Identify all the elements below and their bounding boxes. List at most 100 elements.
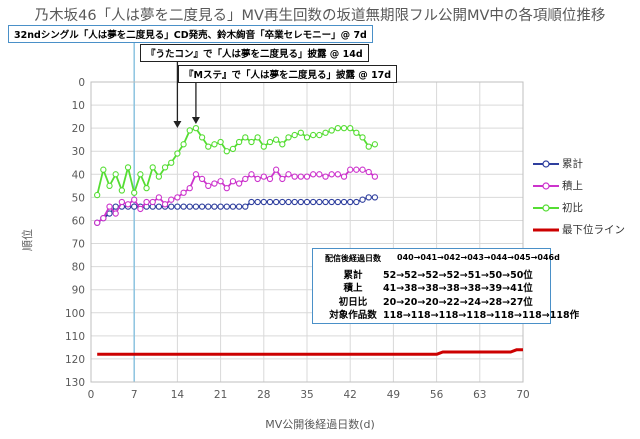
- data-point: [316, 171, 323, 178]
- data-point: [223, 148, 230, 155]
- data-point: [285, 171, 292, 178]
- data-point: [291, 173, 298, 180]
- data-point: [205, 143, 212, 150]
- y-tick-label: 120: [65, 354, 85, 366]
- x-tick-label: 14: [171, 389, 185, 401]
- data-point: [310, 171, 317, 178]
- x-tick-label: 7: [131, 389, 138, 401]
- data-point: [310, 198, 317, 206]
- annotation-cd-release: 32ndシングル「人は夢を二度見る」CD発売、鈴木絢音「卒業セレモニー」@ 7d: [8, 25, 373, 43]
- data-point: [198, 175, 206, 183]
- summary-table: 配信後経過日数 040→041→042→043→044→045→046d 累計 …: [312, 248, 579, 324]
- series-stacked: [94, 166, 379, 226]
- data-point: [168, 203, 175, 210]
- data-point: [242, 203, 249, 210]
- data-point: [137, 205, 144, 213]
- data-point: [328, 171, 335, 178]
- table-row: 対象作品数 118→118→118→118→118→118→118作: [313, 307, 579, 321]
- data-point: [334, 171, 342, 178]
- data-point: [155, 173, 163, 180]
- data-point: [340, 125, 348, 132]
- data-point: [297, 198, 304, 206]
- table-row-label: 配信後経過日数: [325, 254, 381, 263]
- table-row-label: 初日比: [338, 297, 368, 308]
- data-point: [112, 171, 119, 178]
- data-point: [353, 198, 360, 206]
- data-point: [260, 173, 267, 180]
- data-point: [353, 129, 360, 136]
- data-point: [106, 203, 113, 210]
- data-point: [106, 210, 113, 217]
- data-point: [186, 185, 193, 192]
- y-tick-label: 20: [72, 123, 85, 135]
- y-tick-label: 60: [72, 215, 85, 227]
- legend-label-cumulative: 累計: [562, 158, 583, 170]
- data-point: [229, 203, 237, 210]
- data-point: [198, 134, 206, 141]
- data-point: [347, 166, 354, 173]
- series-first-ratio: [94, 125, 379, 199]
- data-point: [279, 141, 286, 148]
- table-row: 累計 52→52→52→52→51→50→50位: [313, 267, 550, 281]
- data-point: [180, 141, 187, 148]
- data-point: [149, 198, 156, 206]
- data-point: [149, 164, 156, 171]
- data-point: [205, 182, 212, 189]
- data-point: [322, 198, 329, 206]
- series-line: [96, 127, 376, 196]
- data-point: [223, 203, 230, 210]
- data-point: [266, 138, 274, 146]
- data-point: [322, 173, 329, 180]
- data-point: [279, 175, 286, 183]
- data-point: [291, 198, 298, 206]
- legend-item-bottom-line: 最下位ライン: [533, 222, 625, 237]
- legend-item-first-ratio: 初比: [533, 200, 583, 215]
- data-point: [168, 159, 175, 166]
- y-tick-label: 90: [72, 285, 85, 297]
- data-point: [260, 198, 267, 206]
- data-point: [272, 198, 280, 206]
- data-point: [347, 125, 354, 132]
- data-point: [94, 191, 101, 199]
- table-row-label: 積上: [343, 283, 363, 294]
- y-tick-label: 100: [65, 308, 85, 320]
- data-point: [303, 134, 311, 141]
- data-point: [242, 134, 249, 141]
- table-row-label: 対象作品数: [329, 310, 377, 321]
- data-point: [310, 131, 317, 139]
- data-point: [371, 173, 379, 180]
- data-point: [260, 143, 267, 150]
- series-line: [96, 168, 376, 224]
- y-tick-label: 0: [78, 77, 85, 89]
- table-row-value: 118→118→118→118→118→118→118作: [383, 310, 580, 321]
- data-point: [192, 125, 200, 132]
- x-tick-label: 70: [516, 389, 529, 401]
- data-point: [365, 143, 372, 150]
- annotation-arrowhead: [191, 117, 200, 124]
- data-point: [155, 194, 163, 201]
- data-point: [229, 178, 237, 185]
- data-point: [180, 203, 187, 210]
- x-tick-label: 49: [387, 389, 400, 401]
- table-row: 配信後経過日数 040→041→042→043→044→045→046d: [313, 253, 560, 265]
- legend-item-cumulative: 累計: [533, 156, 583, 171]
- data-point: [334, 125, 342, 132]
- data-point: [131, 196, 138, 203]
- data-point: [340, 198, 348, 206]
- data-point: [297, 129, 304, 136]
- table-row-value: 41→38→38→38→38→39→41位: [383, 283, 533, 294]
- data-point: [365, 168, 372, 176]
- data-point: [174, 150, 181, 157]
- data-point: [143, 185, 150, 192]
- x-tick-label: 28: [257, 389, 270, 401]
- y-tick-label: 30: [72, 146, 85, 158]
- chart-grid: [90, 81, 524, 383]
- data-point: [124, 164, 132, 171]
- data-point: [316, 198, 323, 206]
- data-point: [205, 203, 212, 210]
- data-point: [131, 189, 138, 196]
- y-tick-label: 40: [72, 169, 85, 181]
- data-point: [180, 189, 187, 196]
